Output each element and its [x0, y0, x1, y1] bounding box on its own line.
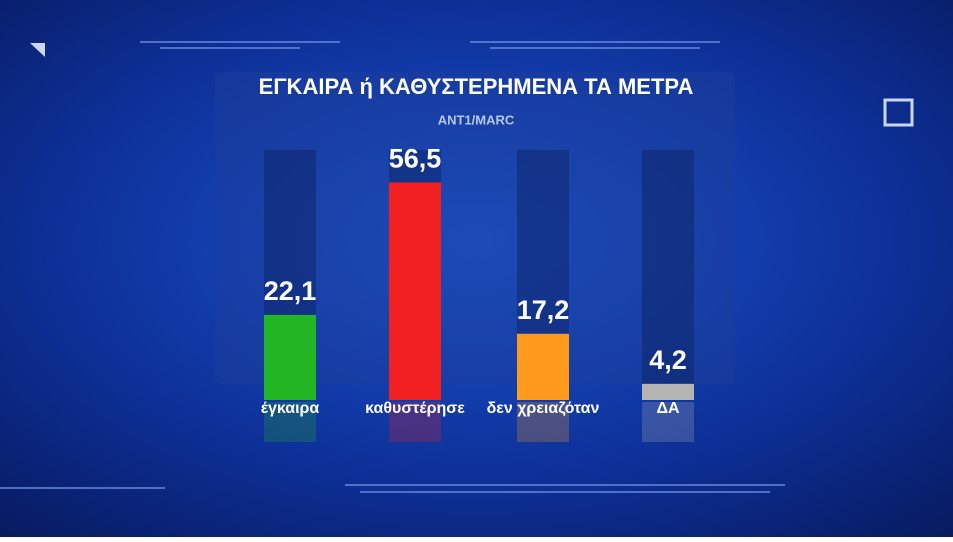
- value-label: 22,1: [264, 276, 317, 306]
- value-label: 17,2: [517, 295, 570, 325]
- bar: [264, 314, 316, 400]
- value-label: 56,5: [389, 144, 442, 174]
- bar-reflection: [264, 402, 316, 442]
- bar: [642, 383, 694, 400]
- panel: [215, 72, 735, 384]
- chart-subtitle: ANT1/MARC: [438, 112, 515, 127]
- chart-title: ΕΓΚΑΙΡΑ ή ΚΑΘΥΣΤΕΡΗΜΕΝΑ ΤΑ ΜΕΤΡΑ: [259, 74, 694, 99]
- bar-shadow: [642, 150, 694, 400]
- bar-reflection: [517, 402, 569, 442]
- bar: [517, 333, 569, 400]
- square-icon: [883, 98, 914, 127]
- category-label: ΔΑ: [656, 400, 680, 417]
- category-label: δεν χρειαζόταν: [487, 400, 600, 417]
- value-label: 4,2: [649, 345, 687, 375]
- decor: [0, 41, 785, 493]
- bar-reflection: [389, 402, 441, 442]
- bar: [389, 182, 441, 400]
- category-label: έγκαιρα: [261, 400, 320, 417]
- corner-mark: [30, 43, 45, 57]
- category-label: καθυστέρησε: [365, 400, 465, 417]
- bar-reflection: [642, 402, 694, 442]
